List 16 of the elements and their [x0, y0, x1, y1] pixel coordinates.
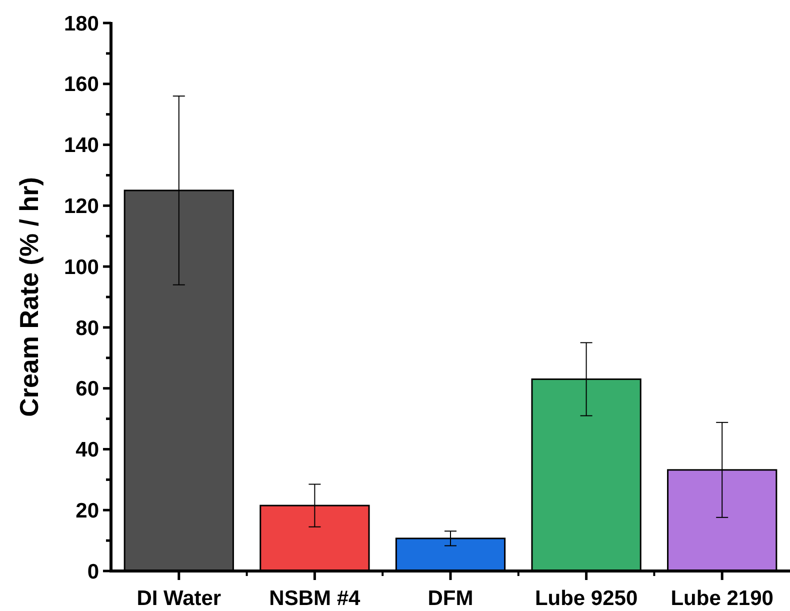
y-tick-label: 60	[76, 378, 99, 401]
x-tick-label: Lube 2190	[670, 587, 774, 610]
y-tick-label: 120	[64, 195, 99, 218]
y-tick-label: 160	[64, 73, 99, 96]
y-tick-label: 80	[76, 316, 99, 340]
y-tick-label: 0	[87, 560, 99, 584]
x-tick-label: Lube 9250	[534, 587, 638, 610]
y-tick-label: 40	[76, 438, 99, 462]
x-tick-label: DI Water	[136, 587, 222, 610]
y-tick-label: 100	[64, 256, 99, 279]
y-axis-title: Cream Rate (% / hr)	[14, 177, 44, 417]
y-tick-label: 140	[64, 134, 99, 158]
x-tick-label: NSBM #4	[269, 587, 361, 610]
y-tick-label: 180	[64, 12, 99, 36]
y-tick-label: 20	[76, 499, 99, 522]
x-tick-label: DFM	[428, 587, 474, 610]
